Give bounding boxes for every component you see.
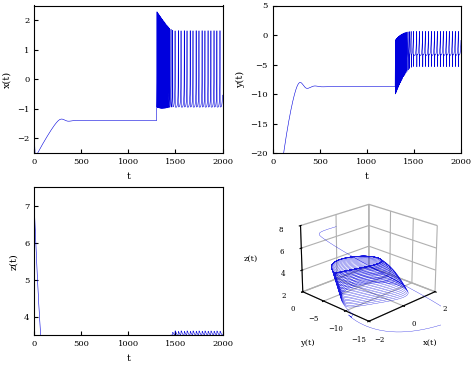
Y-axis label: y(t): y(t) bbox=[300, 339, 315, 347]
X-axis label: t: t bbox=[127, 353, 130, 362]
X-axis label: t: t bbox=[127, 172, 130, 181]
X-axis label: t: t bbox=[365, 172, 369, 181]
Y-axis label: x(t): x(t) bbox=[2, 71, 11, 88]
Y-axis label: y(t): y(t) bbox=[236, 71, 245, 88]
Y-axis label: z(t): z(t) bbox=[9, 253, 18, 270]
X-axis label: x(t): x(t) bbox=[423, 339, 438, 347]
